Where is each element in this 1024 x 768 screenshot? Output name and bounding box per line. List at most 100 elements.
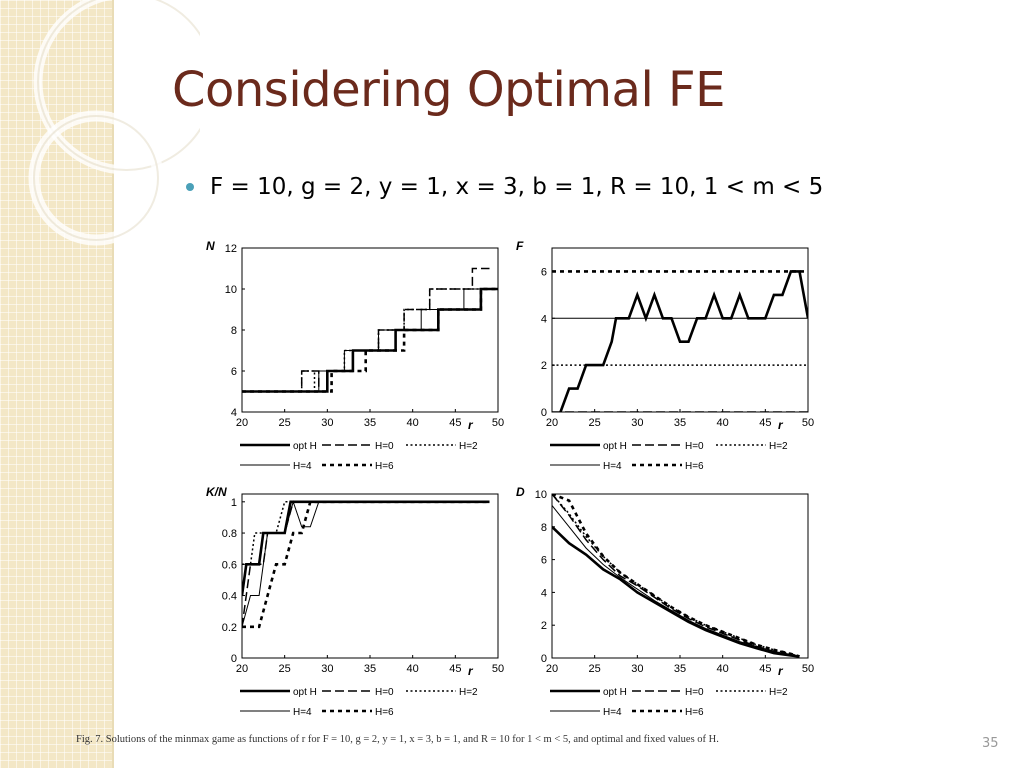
series-line-h-4	[242, 288, 490, 392]
series-line-h-4	[552, 505, 800, 657]
legend-label-h-2: H=2	[459, 441, 478, 452]
x-axis-label: r	[778, 418, 784, 432]
bullet-item: F = 10, g = 2, y = 1, x = 3, b = 1, R = …	[186, 174, 823, 200]
legend-label-h-0: H=0	[685, 441, 704, 452]
x-tick-label: 25	[279, 663, 291, 675]
x-tick-label: 30	[321, 663, 333, 675]
y-tick-label: 8	[231, 325, 237, 337]
legend-label-h-0: H=0	[375, 687, 394, 698]
y-tick-label: 0.4	[222, 591, 237, 603]
series-line-h-0	[552, 494, 800, 658]
x-tick-label: 20	[546, 417, 558, 429]
x-tick-label: 45	[449, 417, 461, 429]
x-tick-label: 50	[802, 663, 814, 675]
chart-f-vs-r: 20 25 30 35 40 45 50 0 2 4 6 Fr opt H H=0 H=2 H=4 H=6	[516, 239, 814, 472]
x-tick-label: 50	[492, 663, 504, 675]
x-axis-label: r	[468, 664, 474, 678]
decorative-circles	[28, 0, 200, 246]
figure-caption: Fig. 7. Solutions of the minmax game as …	[76, 734, 719, 745]
chart-kn-vs-r: 20 25 30 35 40 45 50 0 0.2 0.4 0.6 0.8 1 K/N r opt H H=0…	[206, 485, 504, 718]
y-tick-label: 6	[541, 555, 547, 567]
legend-label-h-6: H=6	[375, 461, 394, 472]
y-tick-label: 0.8	[222, 528, 237, 540]
bullet-text: F = 10, g = 2, y = 1, x = 3, b = 1, R = …	[210, 174, 824, 200]
y-tick-label: 6	[231, 366, 237, 378]
legend-label-opt-h: opt H	[293, 687, 317, 698]
legend-label-opt-h: opt H	[603, 441, 627, 452]
x-tick-label: 35	[674, 417, 686, 429]
y-tick-label: 0.6	[222, 559, 237, 571]
y-tick-label: 12	[225, 243, 237, 255]
series-line-h-2	[242, 288, 490, 393]
x-tick-label: 40	[717, 663, 729, 675]
plot-frame	[241, 247, 499, 413]
x-tick-label: 45	[759, 663, 771, 675]
series-line-h-4	[242, 500, 490, 627]
y-tick-label: 4	[541, 587, 547, 599]
y-tick-label: 4	[231, 407, 237, 419]
x-tick-label: 20	[236, 663, 248, 675]
x-tick-label: 35	[674, 663, 686, 675]
plot-frame	[241, 493, 499, 659]
x-tick-label: 20	[236, 417, 248, 429]
x-tick-label: 25	[589, 417, 601, 429]
legend-label-h-0: H=0	[375, 441, 394, 452]
chart-d-vs-r: 20 25 30 35 40 45 50 0 2 4 6 8 10 Dr opt H H=0 H=2 H=4 H=6	[516, 485, 814, 718]
x-tick-label: 45	[759, 417, 771, 429]
x-tick-label: 40	[407, 663, 419, 675]
y-tick-label: 2	[541, 620, 547, 632]
legend-label-h-6: H=6	[685, 707, 704, 718]
series-line-h-6	[242, 287, 498, 393]
y-tick-label: 10	[535, 489, 547, 501]
bullet-dot-icon	[186, 183, 194, 191]
x-axis-label: r	[468, 418, 474, 432]
y-tick-label: 2	[541, 360, 547, 372]
legend-label-h-2: H=2	[769, 441, 788, 452]
legend-label-h-4: H=4	[293, 461, 312, 472]
y-tick-label: 4	[541, 313, 547, 325]
legend-label-h-0: H=0	[685, 687, 704, 698]
legend-label-opt-h: opt H	[293, 441, 317, 452]
x-tick-label: 50	[802, 417, 814, 429]
y-tick-label: 6	[541, 266, 547, 278]
plot-frame	[551, 247, 809, 413]
legend-label-h-6: H=6	[375, 707, 394, 718]
x-tick-label: 40	[717, 417, 729, 429]
x-tick-label: 45	[449, 663, 461, 675]
series-line-h-6	[552, 494, 800, 658]
x-tick-label: 35	[364, 663, 376, 675]
legend-label-h-4: H=4	[603, 707, 622, 718]
chart-n-vs-r: 20 25 30 35 40 45 50 4 6 8 10 12 Nr opt H H=0 H=2 H=4 H=6	[206, 239, 504, 472]
series-line-h-6	[242, 500, 490, 629]
y-tick-label: 1	[231, 497, 237, 509]
legend-label-h-6: H=6	[685, 461, 704, 472]
y-axis-label: D	[516, 485, 525, 499]
x-tick-label: 20	[546, 663, 558, 675]
y-axis-label: F	[516, 239, 524, 253]
series-line-opt-h	[552, 525, 800, 658]
x-tick-label: 25	[279, 417, 291, 429]
x-tick-label: 40	[407, 417, 419, 429]
x-tick-label: 25	[589, 663, 601, 675]
y-tick-label: 0	[541, 407, 547, 419]
legend-label-h-4: H=4	[603, 461, 622, 472]
x-axis-label: r	[778, 664, 784, 678]
x-tick-label: 50	[492, 417, 504, 429]
y-tick-label: 0	[541, 653, 547, 665]
y-axis-label: N	[206, 239, 215, 253]
x-tick-label: 30	[631, 663, 643, 675]
y-tick-label: 0.2	[222, 622, 237, 634]
legend-label-h-4: H=4	[293, 707, 312, 718]
y-tick-label: 8	[541, 522, 547, 534]
x-tick-label: 35	[364, 417, 376, 429]
legend-label-h-2: H=2	[769, 687, 788, 698]
plot-frame	[551, 493, 809, 659]
y-axis-label: K/N	[206, 485, 227, 499]
y-tick-label: 10	[225, 284, 237, 296]
series-line-opt-h	[559, 270, 808, 412]
x-tick-label: 30	[321, 417, 333, 429]
y-tick-label: 0	[231, 653, 237, 665]
page-title: Considering Optimal FE	[172, 62, 725, 118]
page-number: 35	[982, 736, 999, 751]
x-tick-label: 30	[631, 417, 643, 429]
